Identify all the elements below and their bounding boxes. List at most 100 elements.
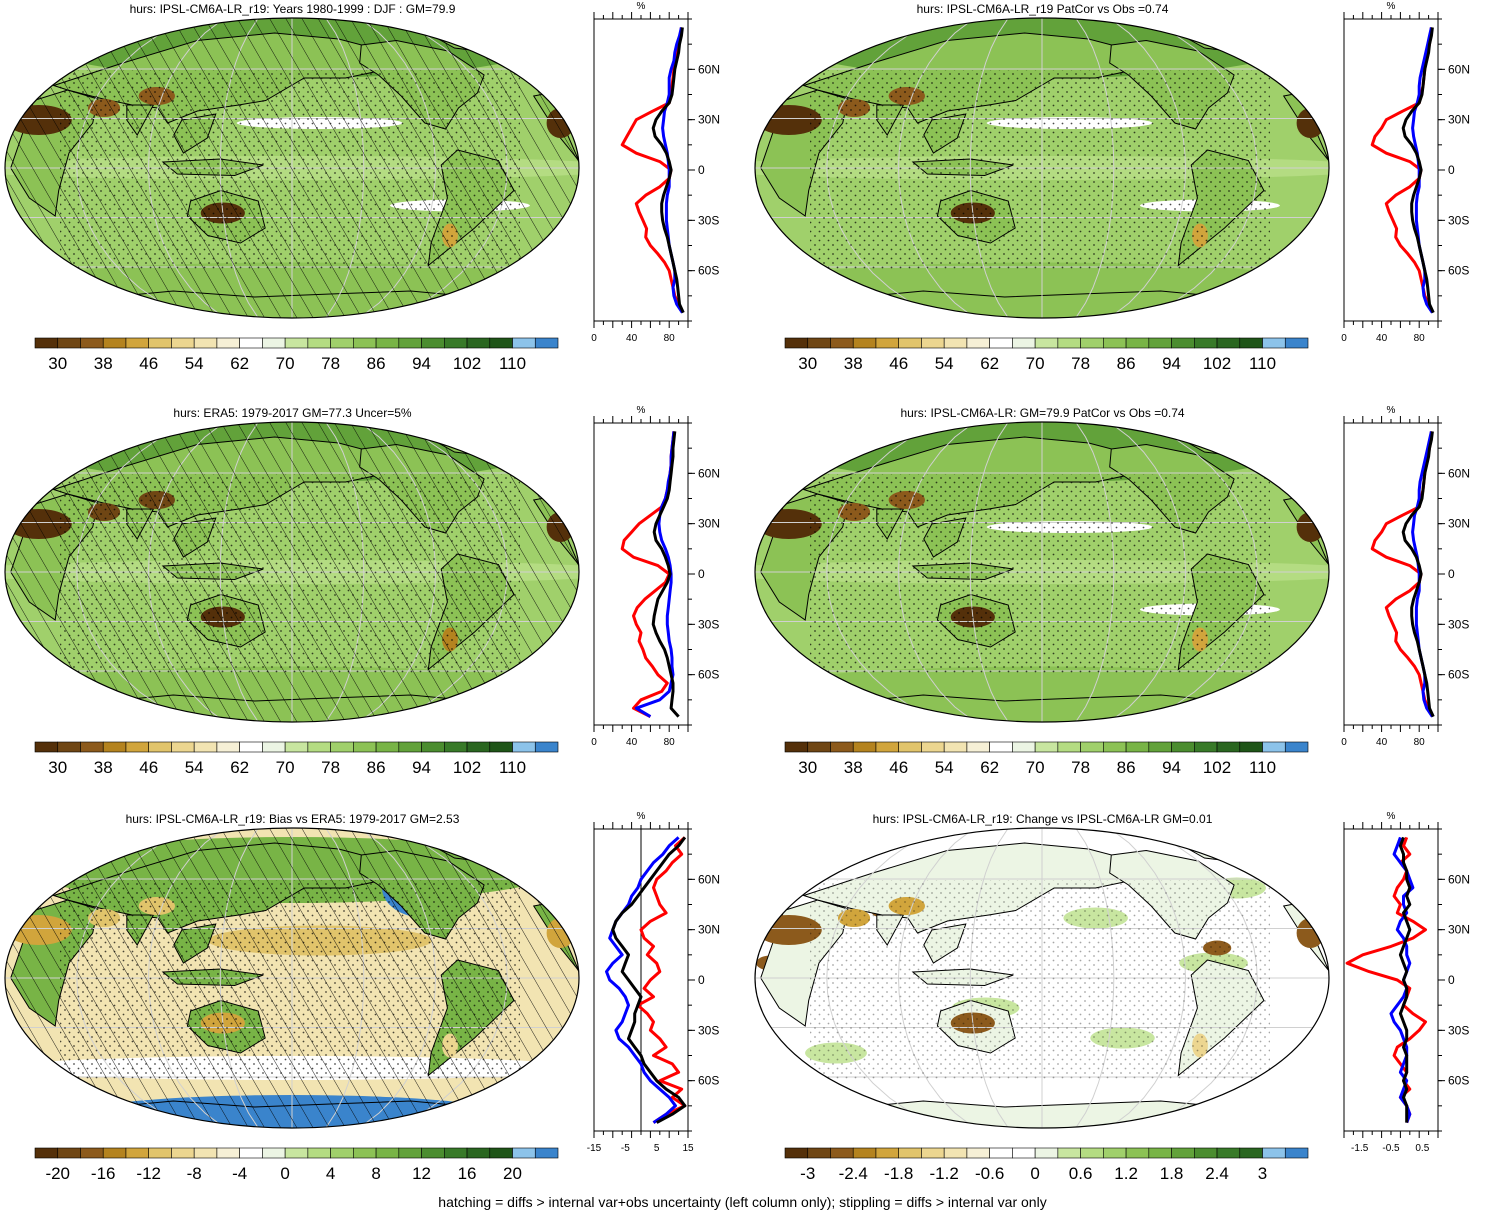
colorbar-swatch [512, 337, 536, 349]
colorbar-swatch [80, 741, 104, 753]
colorbar-swatch [398, 741, 422, 753]
colorbar-label: -2.4 [839, 1164, 868, 1183]
map-title: hurs: IPSL-CM6A-LR_r19: Bias vs ERA5: 19… [125, 812, 460, 826]
sahara-east-dry [1296, 918, 1325, 948]
zonal-profile: % 0 40 80 60N 30N 0 30S 60S [1341, 405, 1470, 748]
colorbar-swatch [921, 1147, 945, 1159]
colorbar-label: 12 [412, 1164, 431, 1183]
colorbar-swatch [444, 741, 468, 753]
colorbar-label: 78 [321, 354, 340, 373]
profile-ytick-label: 30S [1448, 213, 1469, 227]
colorbar-swatch [307, 741, 331, 753]
colorbar-label: 102 [1203, 354, 1231, 373]
colorbar-swatch [125, 337, 149, 349]
profile-ytick-label: 30S [698, 1023, 719, 1037]
map-border [754, 421, 1330, 723]
colorbar-swatch [57, 337, 81, 349]
footnote: hatching = diffs > internal var+obs unce… [438, 1194, 1047, 1210]
colorbar-label: 46 [889, 758, 908, 777]
profile-xtick-label: 15 [682, 1143, 694, 1154]
colorbar-label: 46 [889, 354, 908, 373]
colorbar-swatch [466, 1147, 491, 1159]
colorbar-swatch [375, 741, 400, 753]
colorbar-swatch [1125, 741, 1150, 753]
colorbar-swatch [852, 741, 877, 753]
profile-frame [593, 422, 689, 726]
colorbar-label: 54 [185, 354, 204, 373]
stippling-overlay [810, 880, 1270, 1080]
map [4, 421, 580, 723]
colorbar-label: 38 [844, 354, 863, 373]
profile-xtick-label: 40 [626, 333, 638, 344]
colorbar-swatch [353, 337, 377, 349]
colorbar-swatch [1216, 337, 1241, 349]
colorbar-swatch [330, 1147, 354, 1159]
colorbar-label: 2.4 [1205, 1164, 1229, 1183]
colorbar-swatch [989, 1147, 1013, 1159]
profile-ytick-label: 60S [1448, 1074, 1469, 1088]
profile-unit: % [637, 405, 646, 416]
colorbar-swatch [1239, 741, 1263, 753]
profile-line-red [636, 836, 687, 1124]
colorbar-swatch [1171, 337, 1195, 349]
colorbar-label: 94 [1162, 354, 1181, 373]
profile-ytick-label: 60N [698, 872, 720, 886]
colorbar-label: 102 [453, 758, 481, 777]
colorbar-swatch [1080, 1147, 1104, 1159]
colorbar-label: 4 [326, 1164, 335, 1183]
profile-ytick-label: 30N [698, 923, 720, 937]
colorbar-swatch [1216, 741, 1241, 753]
colorbar-swatch [262, 741, 286, 753]
colorbar-swatch [1080, 741, 1104, 753]
colorbar-label: 78 [1071, 354, 1090, 373]
profile-ytick-label: 60N [1448, 62, 1470, 76]
colorbar-label: 94 [412, 354, 431, 373]
colorbar-swatch [1012, 337, 1036, 349]
colorbar-label: -0.6 [975, 1164, 1004, 1183]
colorbar-swatch [807, 337, 831, 349]
map-border [754, 17, 1330, 319]
colorbar-swatch [171, 741, 195, 753]
profile-ytick-label: 30N [1448, 923, 1470, 937]
profile-line-black [1398, 836, 1412, 1123]
colorbar-swatch [148, 1147, 172, 1159]
colorbar-swatch [898, 337, 922, 349]
colorbar-swatch [943, 1147, 968, 1159]
colorbar-label: 70 [276, 354, 295, 373]
colorbar-swatch [943, 337, 968, 349]
profile-ytick-label: 30S [698, 213, 719, 227]
colorbar-swatch [1034, 337, 1059, 349]
colorbar-swatch [534, 741, 559, 753]
colorbar-swatch [784, 741, 809, 753]
colorbar-swatch [534, 1147, 559, 1159]
panel-4: hurs: IPSL-CM6A-LR: GM=79.9 PatCor vs Ob… [750, 404, 1485, 799]
colorbar-swatch [375, 337, 400, 349]
colorbar-swatch [875, 741, 899, 753]
colorbar-label: 86 [1117, 354, 1136, 373]
colorbar-label: 0 [280, 1164, 289, 1183]
colorbar-swatch [1057, 1147, 1081, 1159]
profile-xtick-label: -5 [621, 1143, 630, 1154]
colorbar-label: 62 [230, 354, 249, 373]
colorbar-swatch [1080, 337, 1104, 349]
profile-xtick-label: 40 [626, 737, 638, 748]
colorbar-swatch [1103, 741, 1127, 753]
colorbar-swatch [921, 337, 945, 349]
colorbar-label: 54 [935, 354, 954, 373]
colorbar-label: 110 [499, 758, 526, 777]
colorbar-label: 38 [94, 758, 113, 777]
colorbar-label: -1.8 [884, 1164, 913, 1183]
colorbar-label: 110 [499, 354, 526, 373]
colorbar-swatch [307, 337, 331, 349]
colorbar: 30 38 46 54 62 70 78 86 94 102 110 [784, 337, 1309, 373]
colorbar-swatch [1262, 741, 1286, 753]
colorbar-swatch [125, 741, 149, 753]
colorbar-swatch [784, 1147, 809, 1159]
colorbar-swatch [398, 1147, 422, 1159]
colorbar-swatch [171, 1147, 195, 1159]
colorbar-swatch [1148, 741, 1172, 753]
stippling-overlay [60, 880, 520, 1080]
colorbar-swatch [148, 337, 172, 349]
profile-ytick-label: 0 [1448, 163, 1455, 177]
map-title: hurs: ERA5: 1979-2017 GM=77.3 Uncer=5% [173, 406, 412, 420]
